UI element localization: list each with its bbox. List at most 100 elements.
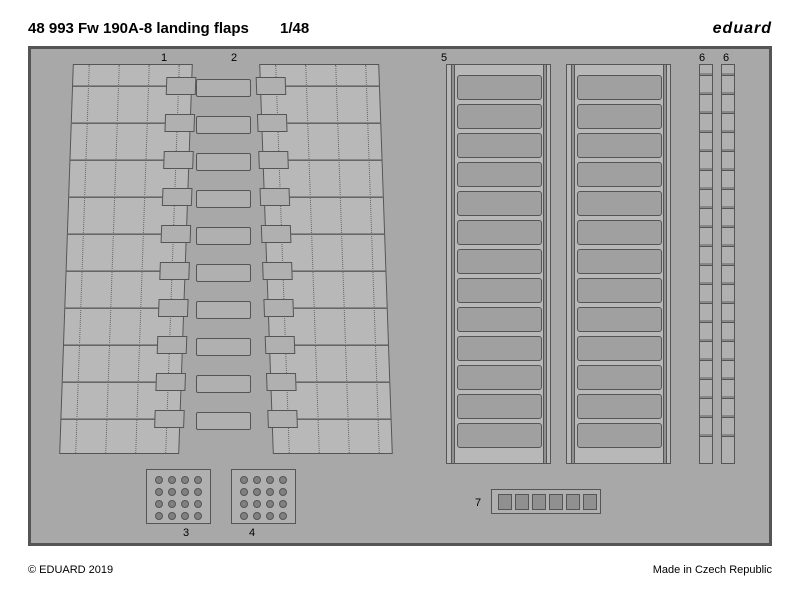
grid-hole (194, 512, 202, 520)
part-label-1: 1 (161, 52, 167, 64)
strip-notch (722, 415, 734, 418)
rib-stub (265, 336, 296, 354)
product-code: 48 993 (28, 20, 74, 37)
made-in-text: Made in Czech Republic (653, 564, 772, 576)
strip-notch (700, 320, 712, 323)
bay-cell (457, 423, 542, 448)
rib-piece (196, 375, 251, 393)
bay-cell (577, 423, 662, 448)
rib-piece (196, 190, 251, 208)
part-2-flap-skin (259, 64, 393, 454)
bay-cell (457, 220, 542, 245)
rib-stub (163, 151, 194, 169)
bay-cell (577, 75, 662, 100)
strip-notch (700, 377, 712, 380)
rib-stub (257, 114, 288, 132)
grid-hole (168, 476, 176, 484)
grid-hole (181, 476, 189, 484)
bay-rail (543, 65, 547, 463)
strip-notch (722, 206, 734, 209)
part-3-grid (146, 469, 211, 524)
rib-piece (196, 412, 251, 430)
rib-piece (196, 153, 251, 171)
rib-stub (166, 77, 197, 95)
rib-stub (154, 410, 185, 428)
grid-hole (181, 512, 189, 520)
strip-notch (722, 168, 734, 171)
grid-hole (240, 512, 248, 520)
bay-cell (577, 104, 662, 129)
strip-notch (700, 339, 712, 342)
strip-notch (700, 92, 712, 95)
strip-notch (700, 358, 712, 361)
rib-stub (158, 299, 189, 317)
strip-notch (700, 187, 712, 190)
strip-notch (722, 130, 734, 133)
rib-piece (196, 301, 251, 319)
grid-hole (194, 500, 202, 508)
strip-notch (700, 149, 712, 152)
grid-hole (266, 500, 274, 508)
grid-hole (253, 488, 261, 496)
part-label-6a: 6 (699, 52, 705, 64)
strip-notch (722, 92, 734, 95)
strip-notch (700, 301, 712, 304)
part-label-5: 5 (441, 52, 447, 64)
grid-hole (155, 500, 163, 508)
strip-notch (722, 263, 734, 266)
bay-cell (577, 220, 662, 245)
strip-notch (722, 244, 734, 247)
bay-cell (577, 162, 662, 187)
strip-notch (722, 187, 734, 190)
grid-hole (194, 488, 202, 496)
rib-stub (256, 77, 287, 95)
rib-stub (159, 262, 190, 280)
bay-cell (457, 104, 542, 129)
bay-cell (577, 307, 662, 332)
bay-cell (577, 365, 662, 390)
strip-notch (700, 396, 712, 399)
rib-stub (262, 262, 293, 280)
rib-stub (164, 114, 195, 132)
part-4-grid (231, 469, 296, 524)
rib-piece (196, 79, 251, 97)
strip-notch (722, 320, 734, 323)
strip-notch (700, 130, 712, 133)
bay-cell (457, 249, 542, 274)
part-label-3: 3 (183, 527, 189, 539)
grid-hole (155, 488, 163, 496)
part-label-7: 7 (475, 497, 481, 509)
strip-notch (700, 73, 712, 76)
bay-cell (457, 278, 542, 303)
rib-stub (266, 373, 297, 391)
rib-pieces-column (196, 64, 251, 454)
strip-notch (722, 301, 734, 304)
strip-notch (700, 415, 712, 418)
strip-notch (700, 206, 712, 209)
strip-notch (700, 282, 712, 285)
product-title: Fw 190A-8 landing flaps (78, 20, 249, 37)
grid-hole (168, 500, 176, 508)
grid-hole (240, 476, 248, 484)
part-1-flap-skin (59, 64, 193, 454)
copyright-text: © EDUARD 2019 (28, 564, 113, 576)
strip-notch (722, 434, 734, 437)
header: 48 993 Fw 190A-8 landing flaps 1/48 edua… (20, 20, 780, 40)
rib-stub (261, 225, 292, 243)
rib-stub (263, 299, 294, 317)
photoetch-fret: 1 2 3 4 5 6 6 7 (28, 46, 772, 546)
part7-slot (515, 494, 529, 510)
grid-hole (279, 488, 287, 496)
grid-hole (240, 500, 248, 508)
instruction-sheet: 48 993 Fw 190A-8 landing flaps 1/48 edua… (20, 20, 780, 580)
strip-notch (722, 73, 734, 76)
grid-hole (155, 476, 163, 484)
grid-hole (253, 512, 261, 520)
grid-hole (266, 476, 274, 484)
grid-hole (155, 512, 163, 520)
strip-notch (722, 396, 734, 399)
strip-notch (722, 282, 734, 285)
bay-cell (457, 162, 542, 187)
grid-hole (266, 488, 274, 496)
part-7-strip (491, 489, 601, 514)
